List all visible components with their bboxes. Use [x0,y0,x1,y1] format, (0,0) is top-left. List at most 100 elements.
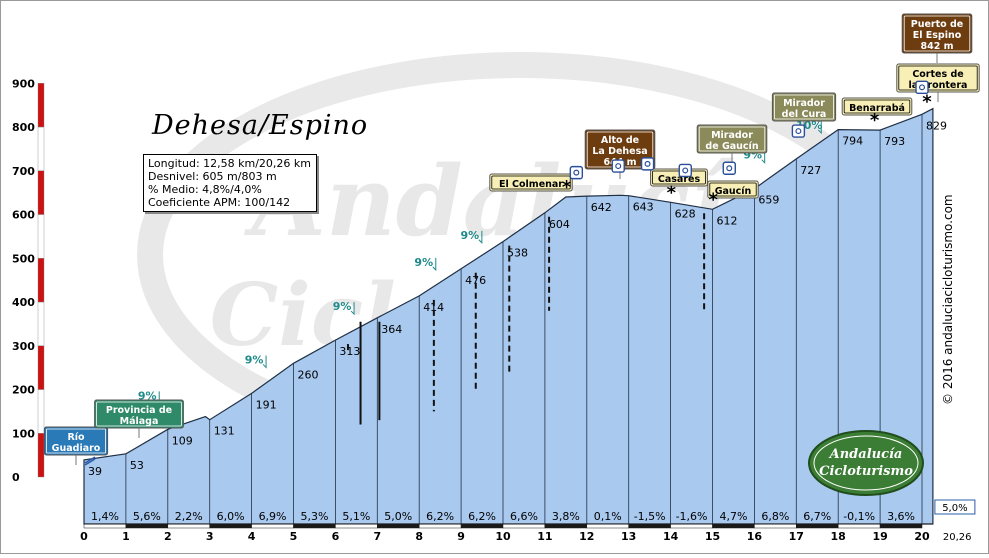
km-bar-4 [251,523,294,529]
segment-grade-8: 6,2% [426,510,454,523]
segment-grade-15: 4,7% [719,510,747,523]
copyright-text: © 2016 andaluciaciclo​turismo.com [941,194,955,405]
sign-box-8 [841,97,913,116]
service-icon-box-0 [569,165,584,180]
sign-border-6 [709,182,757,197]
segment-grade-3: 6,0% [217,510,245,523]
service-icon-dot-4 [726,165,733,172]
elevation-label-829: 829 [926,119,947,132]
x-tick-label-12: 12 [579,530,594,543]
logo-inner-ring [813,435,919,491]
sign-label-5-0: Mirador [711,130,753,141]
service-icon-dot-2 [644,160,651,167]
segment-grade-18: -0,1% [843,510,875,523]
sign-label-7-0: Mirador [783,98,825,109]
x-tick-label-18: 18 [831,530,846,543]
sign-label-10-0: Cortes de [912,69,963,80]
service-icon-6 [915,80,929,95]
elevation-label-642: 642 [591,201,612,214]
service-icon-dot-5 [795,128,802,135]
segment-grade-9: 6,2% [468,510,496,523]
sign-8: Benarrabá [841,97,913,116]
elevation-label-109: 109 [172,434,193,447]
viewpoint-icon-3: * [870,110,880,131]
y-tick-label-600: 600 [12,209,35,222]
x-end-label: 20,26 [943,532,972,543]
y-tick-label-0: 0 [12,471,20,484]
sign-label-3-0: Alto de [601,135,639,146]
km-bar-9 [460,523,504,529]
y-axis-band-7 [37,126,45,171]
stat-medio: % Medio: 4,8%/4,0% [148,183,262,196]
elevation-label-191: 191 [256,398,277,411]
segment-grade-7: 5,0% [384,510,412,523]
steep-arrow-3 [432,257,437,272]
elevation-label-628: 628 [675,207,696,220]
steep-arrow-7 [817,120,822,135]
sign-label-6-0: Gaucín [715,186,752,197]
service-icon-dot-3 [682,167,689,174]
km-bar-1 [125,523,169,529]
sign-border-1 [96,401,182,427]
sign-border-7 [774,94,835,120]
steep-arrow-4 [478,230,483,244]
sign-6: Gaucín [707,180,759,199]
x-tick-label-9: 9 [457,530,465,543]
sign-label-4-0: Casares [658,174,701,185]
elevation-label-313: 313 [339,345,360,358]
elevation-label-364: 364 [381,323,402,336]
service-icon-box-5 [791,124,806,138]
km-bar-18 [837,523,881,529]
y-axis-band-3 [37,301,45,346]
sign-border-5 [698,126,766,152]
x-tick-label-15: 15 [705,530,720,543]
sign-label-0-1: Guadiaro [52,443,101,454]
km-bar-10 [502,523,546,529]
service-icon-dot-1 [615,163,622,170]
y-axis-band-1 [37,389,45,434]
x-tick-label-2: 2 [164,530,172,543]
service-icon-dot-6 [918,84,925,91]
x-tick-label-3: 3 [206,530,214,543]
y-tick-label-900: 900 [12,77,35,90]
km-bar-17 [796,523,839,529]
x-tick-label-20: 20 [914,530,930,543]
x-tick-label-5: 5 [290,530,298,543]
steep-arrow-1 [262,355,267,369]
km-bar-16 [754,523,797,529]
elevation-label-612: 612 [717,214,738,227]
logo-line-1: Andalucía [828,447,903,462]
elevation-label-643: 643 [633,201,654,214]
sign-box-2 [489,173,573,192]
logo-badge: Andalucía Cicloturismo [808,430,924,496]
viewpoint-icon-1: * [667,182,677,203]
segment-grade-1: 5,6% [133,510,161,523]
sign-label-1-0: Provincia de [106,405,172,416]
service-icon-box-6 [915,80,929,95]
y-tick-label-400: 400 [12,296,35,309]
service-icon-dot-0 [573,169,580,176]
y-axis-band-4 [37,258,45,303]
sign-label-3-1: La Dehesa [592,146,647,157]
segment-grade-5: 5,3% [300,510,328,523]
segment-grade-17: 6,7% [803,510,831,523]
segment-grade-11: 3,8% [552,510,580,523]
km-bar-19 [879,523,923,529]
x-tick-label-14: 14 [663,530,679,543]
km-bar-3 [209,523,252,529]
x-tick-label-6: 6 [332,530,340,543]
sign-border-9 [903,15,971,52]
elevation-label-659: 659 [758,194,779,207]
km-bar-8 [418,523,462,529]
sign-label-9-2: 842 m [920,41,953,52]
km-bar-0 [83,523,127,529]
sign-label-10-1: la Frontera [909,80,968,91]
km-bar-2 [167,523,210,529]
elevation-label-414: 414 [423,301,444,314]
final-grade-rect [934,499,976,515]
